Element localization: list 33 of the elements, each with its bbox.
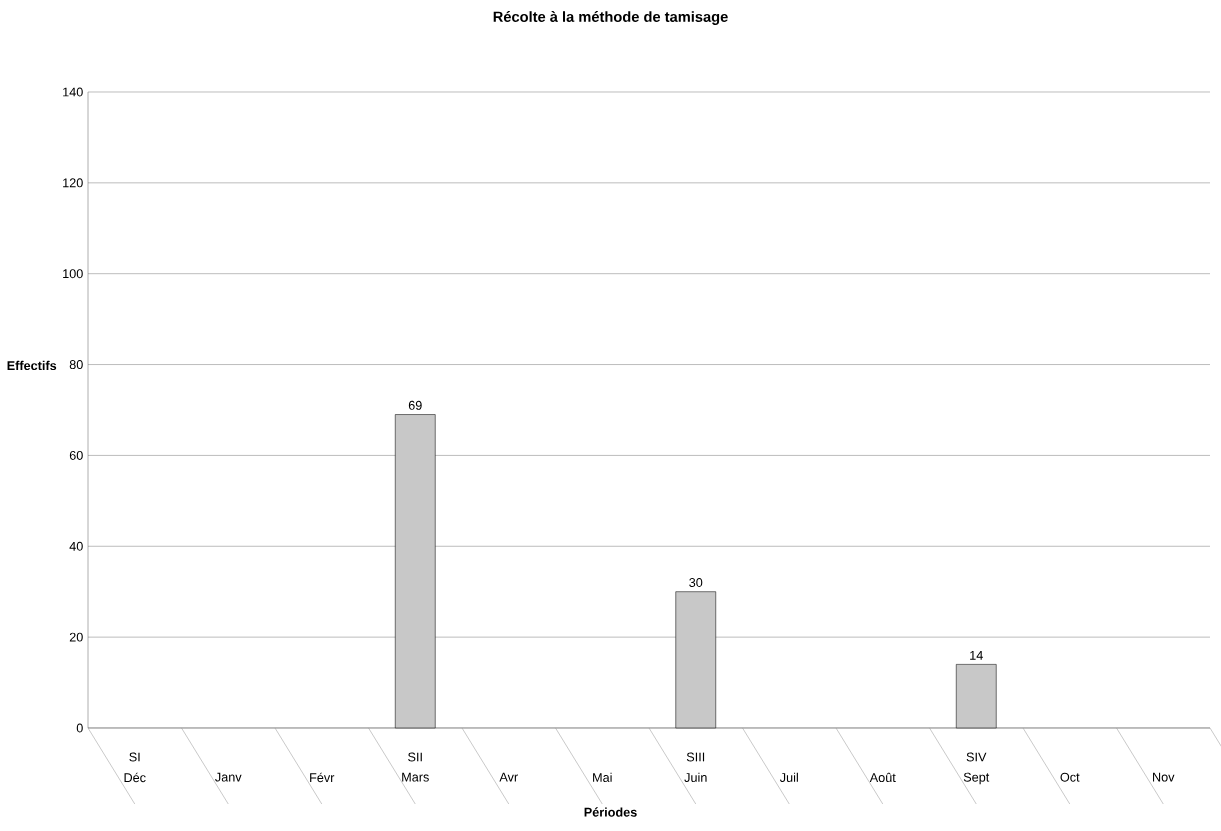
- data-label: 69: [408, 400, 422, 410]
- bar: [675, 591, 717, 729]
- y-tick-label: 100: [63, 269, 83, 279]
- x-tick-label: Déc: [124, 772, 146, 783]
- x-tick-label: Mars: [402, 772, 429, 782]
- text: SIII: [686, 752, 705, 762]
- x-tick-label: Mai: [593, 772, 612, 782]
- y-tick-label: 80: [69, 360, 83, 370]
- x-tick-label: Avr: [499, 772, 518, 782]
- x-tick-label: Juin: [684, 772, 707, 782]
- y-tick-label: 20: [69, 632, 83, 642]
- bar: [955, 664, 997, 729]
- data-label: 14: [970, 650, 983, 660]
- x-tick-label: Sept: [963, 772, 990, 785]
- y-tick-label: 120: [63, 178, 83, 188]
- y-tick-label: 40: [69, 541, 83, 551]
- x-tick-label: Juil: [779, 772, 798, 782]
- text: SIV: [966, 752, 987, 762]
- text: SI: [129, 752, 140, 762]
- x-tick-label: Oct: [1060, 772, 1080, 782]
- y-tick-label: 60: [69, 450, 83, 460]
- bar: [394, 414, 436, 729]
- y-axis-title: Effectifs: [7, 360, 57, 371]
- y-tick-label: 140: [63, 87, 83, 97]
- x-tick-label: Nov: [1153, 772, 1175, 782]
- x-axis-title: Périodes: [584, 807, 637, 817]
- x-tick-label: Févr: [310, 772, 335, 783]
- data-label: 30: [689, 578, 703, 587]
- x-tick-label: Janv: [215, 772, 242, 782]
- text: SII: [408, 752, 422, 762]
- chart-title: Récolte à la méthode de tamisage: [493, 11, 728, 25]
- x-tick-label: Août: [869, 772, 896, 783]
- y-tick-label: 0: [76, 723, 83, 733]
